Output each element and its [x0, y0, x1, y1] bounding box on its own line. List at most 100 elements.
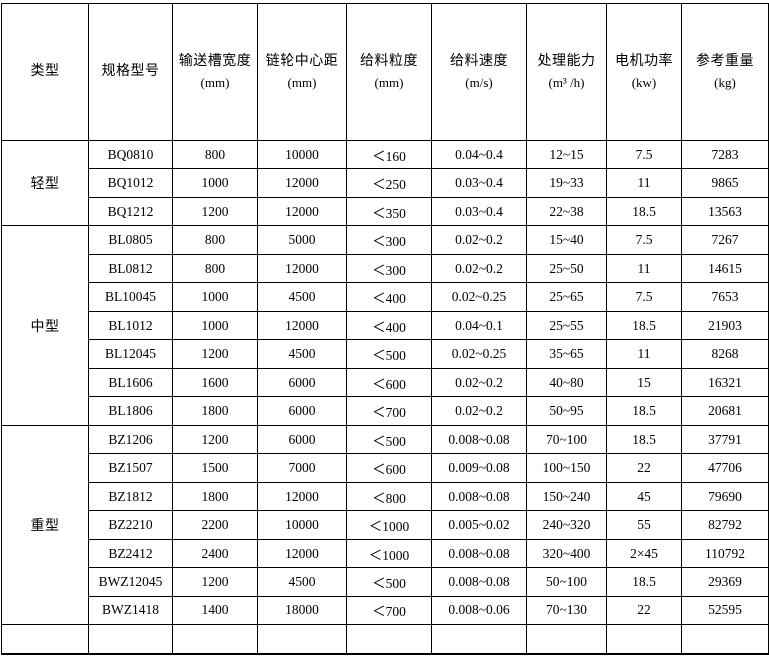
data-cell-capacity: 70~130: [526, 595, 607, 626]
column-header-feed-size: 给料粒度 (mm): [346, 3, 432, 141]
data-cell-capacity: 150~240: [526, 481, 607, 512]
column-unit: (kw): [631, 74, 657, 90]
data-cell-feed-speed: 0.02~0.25: [431, 339, 527, 369]
data-cell-motor-power: 18.5: [606, 196, 682, 227]
data-cell-motor-power: 18.5: [606, 567, 682, 597]
data-cell-reference-weight: 29369: [681, 567, 769, 597]
table-row: 重型 BZ1206 1200 6000 ＜500 0.008~0.08 70~100 18.5…: [1, 424, 769, 626]
data-cell-reference-weight: 7283: [681, 139, 769, 170]
data-cell-motor-power: 7.5: [606, 225, 682, 255]
column-header-trough-width: 输送槽宽度 (mm): [172, 3, 258, 141]
empty-cell: [606, 624, 682, 655]
data-cell-feed-speed: 0.008~0.08: [431, 424, 527, 455]
data-cell-reference-weight: 7267: [681, 225, 769, 255]
data-cell-motor-power: 15: [606, 367, 682, 398]
data-cell-model: BWZ12045: [88, 567, 173, 597]
data-cell-reference-weight: 52595: [681, 595, 769, 626]
table-row: BZ2210 2200 10000 ＜1000 0.005~0.02 240~320 55 8…: [2, 510, 769, 540]
data-cell-trough-width: 800: [172, 139, 258, 170]
data-cell-feed-speed: 0.04~0.1: [431, 310, 527, 341]
data-cell-model: BQ1212: [88, 196, 173, 227]
data-cell-feed-speed: 0.008~0.08: [431, 481, 527, 512]
data-cell-motor-power: 7.5: [606, 139, 682, 170]
data-cell-sprocket-center-distance: 4500: [257, 567, 347, 597]
table-row: BWZ12045 1200 4500 ＜500 0.008~0.08 50~100 18.5…: [2, 567, 769, 597]
data-cell-feed-speed: 0.008~0.06: [431, 595, 527, 626]
column-label: 给料速度: [450, 53, 508, 69]
data-cell-reference-weight: 9865: [681, 168, 769, 198]
empty-cell: [172, 624, 258, 655]
data-cell-capacity: 50~100: [526, 567, 607, 597]
empty-row: [1, 624, 769, 655]
type-group-cell: 轻型: [1, 139, 89, 227]
data-cell-model: BZ2412: [88, 538, 173, 569]
table-row: BL1012 1000 12000 ＜400 0.04~0.1 25~55 18.5 2190…: [2, 310, 769, 341]
data-cell-trough-width: 1200: [172, 339, 258, 369]
data-cell-model: BQ1012: [88, 168, 173, 198]
table-row: BQ1212 1200 12000 ＜350 0.03~0.4 22~38 18.5 1356…: [2, 196, 769, 227]
data-cell-sprocket-center-distance: 6000: [257, 396, 347, 426]
data-cell-capacity: 320~400: [526, 538, 607, 569]
data-cell-trough-width: 800: [172, 253, 258, 284]
data-cell-feed-speed: 0.02~0.25: [431, 282, 527, 312]
data-cell-feed-size: ＜500: [346, 567, 432, 597]
data-cell-feed-size: ＜1000: [346, 510, 432, 540]
data-cell-trough-width: 1000: [172, 168, 258, 198]
data-cell-trough-width: 1000: [172, 282, 258, 312]
data-cell-feed-speed: 0.02~0.2: [431, 396, 527, 426]
data-cell-feed-speed: 0.03~0.4: [431, 168, 527, 198]
empty-cell: [1, 624, 89, 655]
data-cell-feed-size: ＜250: [346, 168, 432, 198]
data-cell-motor-power: 55: [606, 510, 682, 540]
data-cell-sprocket-center-distance: 18000: [257, 595, 347, 626]
data-cell-feed-size: ＜500: [346, 424, 432, 455]
column-header-feed-speed: 给料速度 (m/s): [431, 3, 527, 141]
column-header-motor-power: 电机功率 (kw): [606, 3, 682, 141]
column-label: 类型: [30, 63, 60, 79]
data-cell-reference-weight: 7653: [681, 282, 769, 312]
conveyor-spec-table: 类型 规格型号 输送槽宽度 (mm) 链轮中心距 (mm) 给料粒度 (mm) 给料速度 (m/s…: [1, 3, 769, 655]
data-cell-capacity: 15~40: [526, 225, 607, 255]
column-label: 参考重量: [696, 53, 754, 69]
type-group-cell: 重型: [1, 424, 89, 626]
data-cell-feed-speed: 0.02~0.2: [431, 367, 527, 398]
column-header-sprocket-center-distance: 链轮中心距 (mm): [257, 3, 347, 141]
data-cell-motor-power: 18.5: [606, 424, 682, 455]
data-cell-trough-width: 1400: [172, 595, 258, 626]
table-row: BL1806 1800 6000 ＜700 0.02~0.2 50~95 18.5 20681: [2, 396, 769, 426]
data-cell-model: BZ1206: [88, 424, 173, 455]
table-row: BL0812 800 12000 ＜300 0.02~0.2 25~50 11 14615: [2, 253, 769, 284]
data-cell-feed-size: ＜400: [346, 310, 432, 341]
column-unit: (mm): [200, 74, 230, 90]
data-cell-capacity: 35~65: [526, 339, 607, 369]
data-cell-reference-weight: 21903: [681, 310, 769, 341]
header-row: 类型 规格型号 输送槽宽度 (mm) 链轮中心距 (mm) 给料粒度 (mm) 给料速度 (m/s…: [1, 3, 769, 141]
data-cell-motor-power: 7.5: [606, 282, 682, 312]
column-unit: (m/s): [465, 74, 493, 90]
data-cell-reference-weight: 8268: [681, 339, 769, 369]
table-row: 中型 BL0805 800 5000 ＜300 0.02~0.2 15~40 7.5 7267: [1, 225, 769, 426]
data-cell-feed-size: ＜600: [346, 453, 432, 483]
data-cell-model: BL1606: [88, 367, 173, 398]
data-cell-model: BL1806: [88, 396, 173, 426]
data-cell-feed-speed: 0.005~0.02: [431, 510, 527, 540]
data-cell-capacity: 25~50: [526, 253, 607, 284]
data-cell-motor-power: 11: [606, 168, 682, 198]
data-cell-capacity: 50~95: [526, 396, 607, 426]
data-cell-sprocket-center-distance: 6000: [257, 367, 347, 398]
data-cell-motor-power: 18.5: [606, 310, 682, 341]
data-cell-capacity: 25~65: [526, 282, 607, 312]
data-cell-reference-weight: 37791: [681, 424, 769, 455]
data-cell-sprocket-center-distance: 12000: [257, 253, 347, 284]
data-cell-capacity: 240~320: [526, 510, 607, 540]
table-row: BL10045 1000 4500 ＜400 0.02~0.25 25~65 7.5 7653: [2, 282, 769, 312]
data-cell-capacity: 25~55: [526, 310, 607, 341]
data-cell-sprocket-center-distance: 5000: [257, 225, 347, 255]
data-cell-trough-width: 2200: [172, 510, 258, 540]
data-cell-motor-power: 18.5: [606, 396, 682, 426]
data-cell-model: BWZ1418: [88, 595, 173, 626]
table-row: BL12045 1200 4500 ＜500 0.02~0.25 35~65 11 8268: [2, 339, 769, 369]
column-header-reference-weight: 参考重量 (kg): [681, 3, 769, 141]
data-cell-sprocket-center-distance: 4500: [257, 282, 347, 312]
